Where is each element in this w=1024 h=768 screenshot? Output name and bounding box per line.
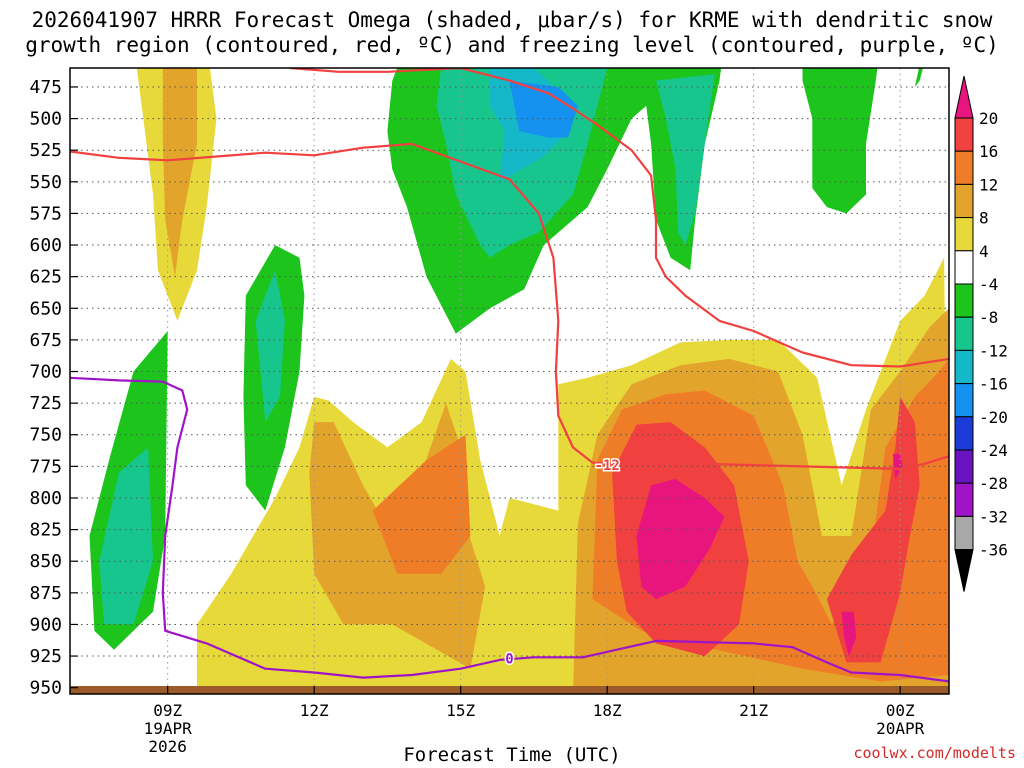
colorbar-label: -24 <box>979 441 1008 460</box>
x-tick-label: 00Z <box>886 701 915 720</box>
y-tick-label: 675 <box>29 330 62 351</box>
omega-region-22 <box>914 68 923 87</box>
omega-region-15 <box>841 611 857 657</box>
omega-region-13 <box>636 479 725 600</box>
colorbar-swatch-6 <box>954 283 974 318</box>
y-tick-label: 500 <box>29 109 62 130</box>
y-tick-label: 600 <box>29 235 62 256</box>
colorbar-label: -28 <box>979 474 1008 493</box>
x-tick-label: 09Z <box>153 701 182 720</box>
y-tick-label: 850 <box>29 551 62 572</box>
colorbar-swatch-5 <box>954 250 974 285</box>
x-tick-date: 19APR <box>144 719 193 738</box>
isotherm-labels: -12 0 <box>504 457 622 669</box>
title-line-2: growth region (contoured, red, ºC) and f… <box>25 33 999 57</box>
y-tick-label: 950 <box>29 678 62 699</box>
colorbar-arrow-bottom <box>954 549 974 592</box>
plot-frame <box>69 67 950 695</box>
y-axis: 475 500 525 550 575 600 625 650 675 700 725 750 775 8… <box>29 77 78 699</box>
omega-region-21 <box>802 68 878 214</box>
colorbar-label: -36 <box>979 541 1008 560</box>
colorbar-label: 12 <box>979 175 998 194</box>
y-tick-label: 775 <box>29 456 62 477</box>
colorbar-swatch-10 <box>954 416 974 451</box>
x-tick-year: 2026 <box>148 737 187 756</box>
y-tick-label: 575 <box>29 203 62 224</box>
omega-region-1 <box>162 68 197 277</box>
y-tick-label: 875 <box>29 583 62 604</box>
colorbar-label: -12 <box>979 341 1008 360</box>
isotherm-contours <box>70 68 949 683</box>
y-tick-label: 650 <box>29 298 62 319</box>
contour-dgz_-12C_upper <box>289 68 949 368</box>
colorbar-label: -8 <box>979 308 998 327</box>
y-tick-label: 525 <box>29 140 62 161</box>
colorbar-swatch-7 <box>954 316 974 351</box>
colorbar-label: 16 <box>979 142 998 161</box>
x-tick-date: 20APR <box>876 719 925 738</box>
x-tick-label: 18Z <box>593 701 622 720</box>
y-tick-label: 825 <box>29 520 62 541</box>
freezing-contour-label: 0 <box>505 652 513 668</box>
colorbar-swatch-11 <box>954 449 974 484</box>
y-tick-label: 725 <box>29 393 62 414</box>
x-tick-label: 21Z <box>739 701 768 720</box>
omega-region-14 <box>892 453 903 479</box>
y-tick-label: 750 <box>29 425 62 446</box>
colorbar-swatch-12 <box>954 482 974 517</box>
colorbar-swatch-8 <box>954 349 974 385</box>
colorbar-swatch-9 <box>954 383 974 418</box>
x-axis-title: Forecast Time (UTC) <box>403 744 621 766</box>
colorbar-label: -16 <box>979 375 1008 394</box>
credit-link[interactable]: coolwx.com/modelts <box>853 744 1016 762</box>
colorbar-label: -4 <box>979 275 998 294</box>
colorbar-label: 8 <box>979 209 989 228</box>
colorbar-label: 20 <box>979 109 998 128</box>
omega-region-20 <box>656 74 715 246</box>
y-tick-label: 925 <box>29 646 62 667</box>
colorbar: 20 16 12 8 4 -4 -8 -12 -16 -20 -24 -28 -32 -36 <box>954 75 1008 592</box>
y-tick-label: 700 <box>29 362 62 383</box>
colorbar-swatch-3 <box>954 183 974 219</box>
y-tick-label: 475 <box>29 77 62 98</box>
title-line-1: 2026041907 HRRR Forecast Omega (shaded, … <box>31 8 993 32</box>
colorbar-swatch-1 <box>954 117 974 152</box>
y-tick-label: 550 <box>29 172 62 193</box>
y-tick-label: 625 <box>29 267 62 288</box>
x-tick-label: 15Z <box>446 701 475 720</box>
colorbar-label: 4 <box>979 242 989 261</box>
colorbar-label: -32 <box>979 507 1008 526</box>
colorbar-swatch-13 <box>954 515 974 551</box>
chart-title: 2026041907 HRRR Forecast Omega (shaded, … <box>0 8 1024 58</box>
omega-region-3 <box>99 447 153 625</box>
contour-freezing_0C <box>70 376 949 683</box>
dgz-contour-label: -12 <box>595 458 620 474</box>
y-tick-label: 800 <box>29 488 62 509</box>
y-tick-label: 900 <box>29 614 62 635</box>
omega-region-19 <box>509 80 578 138</box>
x-tick-label: 12Z <box>300 701 329 720</box>
omega-shading <box>89 68 949 694</box>
colorbar-label: -20 <box>979 408 1008 427</box>
contour-dgz_-12C <box>70 142 949 470</box>
colorbar-arrow-top <box>954 75 974 119</box>
colorbar-swatch-4 <box>954 217 974 252</box>
terrain-strip <box>70 686 949 694</box>
colorbar-swatch-2 <box>954 150 974 185</box>
omega-region-10 <box>372 434 471 574</box>
